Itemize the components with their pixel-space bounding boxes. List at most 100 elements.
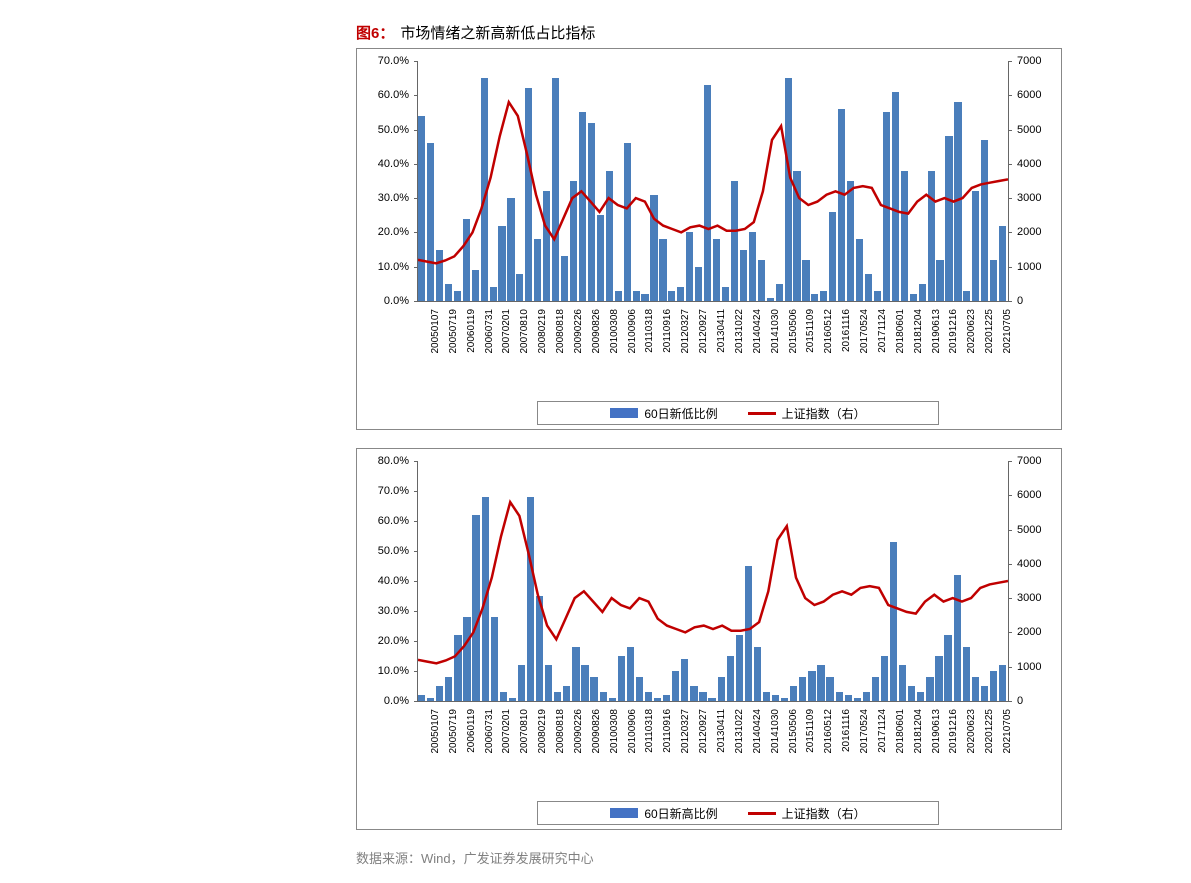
y-left-tick-label: 0.0% — [357, 295, 409, 307]
figure-number: 图6： — [356, 25, 394, 42]
x-tick-label: 20180601 — [895, 309, 906, 354]
y-right-tick-label: 7000 — [1017, 55, 1061, 67]
line-swatch — [748, 412, 776, 415]
bar — [990, 671, 997, 701]
bar — [618, 656, 625, 701]
x-tick-label: 20100308 — [609, 309, 620, 354]
bar — [740, 250, 747, 301]
bar — [708, 698, 715, 701]
x-tick-label: 20160512 — [823, 309, 834, 354]
bar — [624, 143, 631, 301]
bar — [695, 267, 702, 301]
x-tick-label: 20191216 — [948, 709, 959, 754]
x-tick-label: 20200623 — [966, 709, 977, 754]
bar — [727, 656, 734, 701]
bar — [659, 239, 666, 301]
bar — [579, 112, 586, 301]
y-right-tick-label: 1000 — [1017, 261, 1061, 273]
bar — [525, 88, 532, 301]
x-axis: 2005010720050719200601192006073120070201… — [417, 705, 1007, 795]
y-left-tick-label: 20.0% — [357, 635, 409, 647]
bar — [926, 677, 933, 701]
bar — [545, 665, 552, 701]
x-tick-label: 20070201 — [501, 709, 512, 754]
y-left-tick-label: 30.0% — [357, 192, 409, 204]
bar — [633, 291, 640, 301]
bar — [820, 291, 827, 301]
bar — [808, 671, 815, 701]
x-tick-label: 20141030 — [770, 709, 781, 754]
bar — [863, 692, 870, 701]
bar — [516, 274, 523, 301]
x-tick-label: 20090226 — [573, 709, 584, 754]
bar — [654, 698, 661, 701]
x-tick-label: 20170524 — [859, 309, 870, 354]
y-right-tick-label: 2000 — [1017, 226, 1061, 238]
bar — [802, 260, 809, 301]
bar — [754, 647, 761, 701]
bar — [543, 191, 550, 301]
bar — [749, 232, 756, 301]
y-left-tick-label: 50.0% — [357, 545, 409, 557]
bar — [561, 256, 568, 301]
x-tick-label: 20100906 — [627, 309, 638, 354]
bar — [847, 181, 854, 301]
x-tick-label: 20161116 — [841, 309, 852, 352]
bar — [491, 617, 498, 701]
bar — [472, 515, 479, 701]
y-right-axis: 01000200030004000500060007000 — [1013, 61, 1061, 301]
x-tick-label: 20060119 — [466, 309, 477, 353]
bar — [636, 677, 643, 701]
legend-bar-label: 60日新低比例 — [644, 405, 717, 422]
bar — [427, 698, 434, 701]
bar-swatch — [610, 808, 638, 818]
bar — [570, 181, 577, 301]
bar — [668, 291, 675, 301]
bar — [645, 692, 652, 701]
x-tick-label: 20070810 — [519, 709, 530, 754]
x-axis: 2005010720050719200601192006073120070201… — [417, 305, 1007, 395]
bars-layer — [418, 61, 1008, 301]
x-tick-label: 20151109 — [805, 709, 816, 753]
y-left-tick-label: 70.0% — [357, 485, 409, 497]
x-tick-label: 20190613 — [931, 709, 942, 754]
bar — [954, 575, 961, 701]
x-tick-label: 20090226 — [573, 309, 584, 354]
figure-title: 图6：市场情绪之新高新低占比指标 — [356, 22, 595, 43]
bar — [498, 226, 505, 301]
bar — [865, 274, 872, 301]
bar — [427, 143, 434, 301]
bar — [641, 294, 648, 301]
bar — [838, 109, 845, 301]
bar — [811, 294, 818, 301]
bar — [690, 686, 697, 701]
bar — [650, 195, 657, 301]
x-tick-label: 20100308 — [609, 709, 620, 754]
x-tick-label: 20131022 — [734, 309, 745, 354]
bar — [572, 647, 579, 701]
bar — [445, 284, 452, 301]
x-tick-label: 20160512 — [823, 709, 834, 754]
bar — [781, 698, 788, 701]
bar — [972, 191, 979, 301]
y-left-tick-label: 40.0% — [357, 158, 409, 170]
bar — [758, 260, 765, 301]
y-left-tick-label: 20.0% — [357, 226, 409, 238]
bar — [627, 647, 634, 701]
y-left-axis: 0.0%10.0%20.0%30.0%40.0%50.0%60.0%70.0%8… — [357, 461, 413, 701]
x-tick-label: 20050107 — [430, 709, 441, 754]
x-tick-label: 20060731 — [484, 309, 495, 354]
bar — [731, 181, 738, 301]
x-tick-label: 20120327 — [680, 709, 691, 754]
x-tick-label: 20060119 — [466, 709, 477, 753]
bar — [536, 596, 543, 701]
bar — [872, 677, 879, 701]
bar — [436, 250, 443, 301]
y-right-tick-label: 7000 — [1017, 455, 1061, 467]
x-tick-label: 20090826 — [591, 709, 602, 754]
bar — [854, 698, 861, 701]
bar-swatch — [610, 408, 638, 418]
x-tick-label: 20140424 — [752, 309, 763, 354]
x-tick-label: 20080219 — [537, 709, 548, 754]
bar — [928, 171, 935, 301]
